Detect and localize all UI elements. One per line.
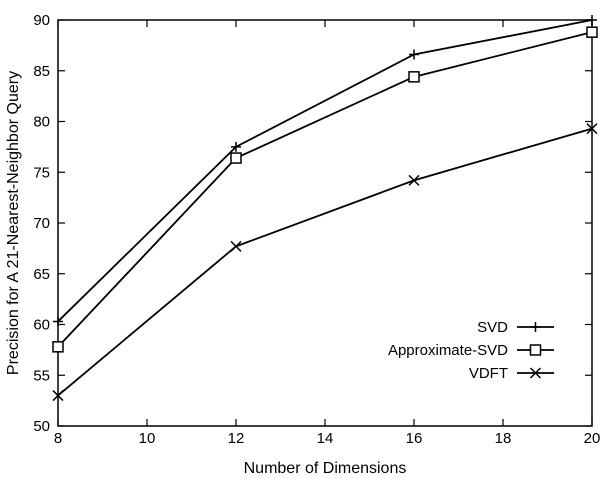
marker-plus <box>53 316 63 327</box>
y-tick-label: 85 <box>33 63 50 80</box>
marker-plus <box>231 141 241 152</box>
legend-label: VDFT <box>469 365 508 382</box>
series-line <box>57 127 593 397</box>
x-tick-label: 18 <box>495 430 512 447</box>
y-axis-title: Precision for A 21-Nearest-Neighbor Quer… <box>5 71 22 375</box>
marker-square <box>529 344 542 356</box>
y-tick-label: 80 <box>33 114 50 131</box>
marker-cross <box>529 367 542 379</box>
marker-square <box>408 71 420 83</box>
x-tick-label: 8 <box>54 430 62 447</box>
series-line <box>57 31 593 348</box>
marker-plus <box>530 322 541 332</box>
marker-cross <box>230 240 242 252</box>
legend-label: SVD <box>477 319 508 336</box>
legend: SVD Approximate-SVD VDFT <box>388 319 554 382</box>
marker-square <box>230 152 242 164</box>
x-tick-label: 12 <box>228 430 245 447</box>
y-tick-label: 50 <box>33 418 50 435</box>
plot-series <box>52 15 598 402</box>
plot-frame <box>57 19 593 427</box>
y-tick-label: 60 <box>33 317 50 334</box>
x-tick-label: 20 <box>584 430 601 447</box>
marker-cross <box>408 174 420 186</box>
marker-square <box>52 341 64 353</box>
legend-label: Approximate-SVD <box>388 342 508 359</box>
marker-cross <box>586 123 598 135</box>
x-tick-label: 14 <box>317 430 334 447</box>
x-tick-label: 10 <box>139 430 156 447</box>
marker-cross <box>52 390 64 402</box>
plot-axes: 8 10 12 14 16 18 20 50 55 60 65 70 75 80 85 90 <box>33 12 600 447</box>
y-tick-label: 65 <box>33 266 50 283</box>
marker-plus <box>409 49 419 60</box>
y-tick-label: 70 <box>33 215 50 232</box>
marker-plus <box>587 15 597 25</box>
x-axis-title: Number of Dimensions <box>244 460 407 477</box>
y-tick-label: 90 <box>33 12 50 29</box>
series-line <box>57 19 593 323</box>
y-tick-label: 75 <box>33 164 50 181</box>
marker-square <box>586 26 598 38</box>
x-tick-label: 16 <box>406 430 423 447</box>
y-tick-label: 55 <box>33 367 50 384</box>
